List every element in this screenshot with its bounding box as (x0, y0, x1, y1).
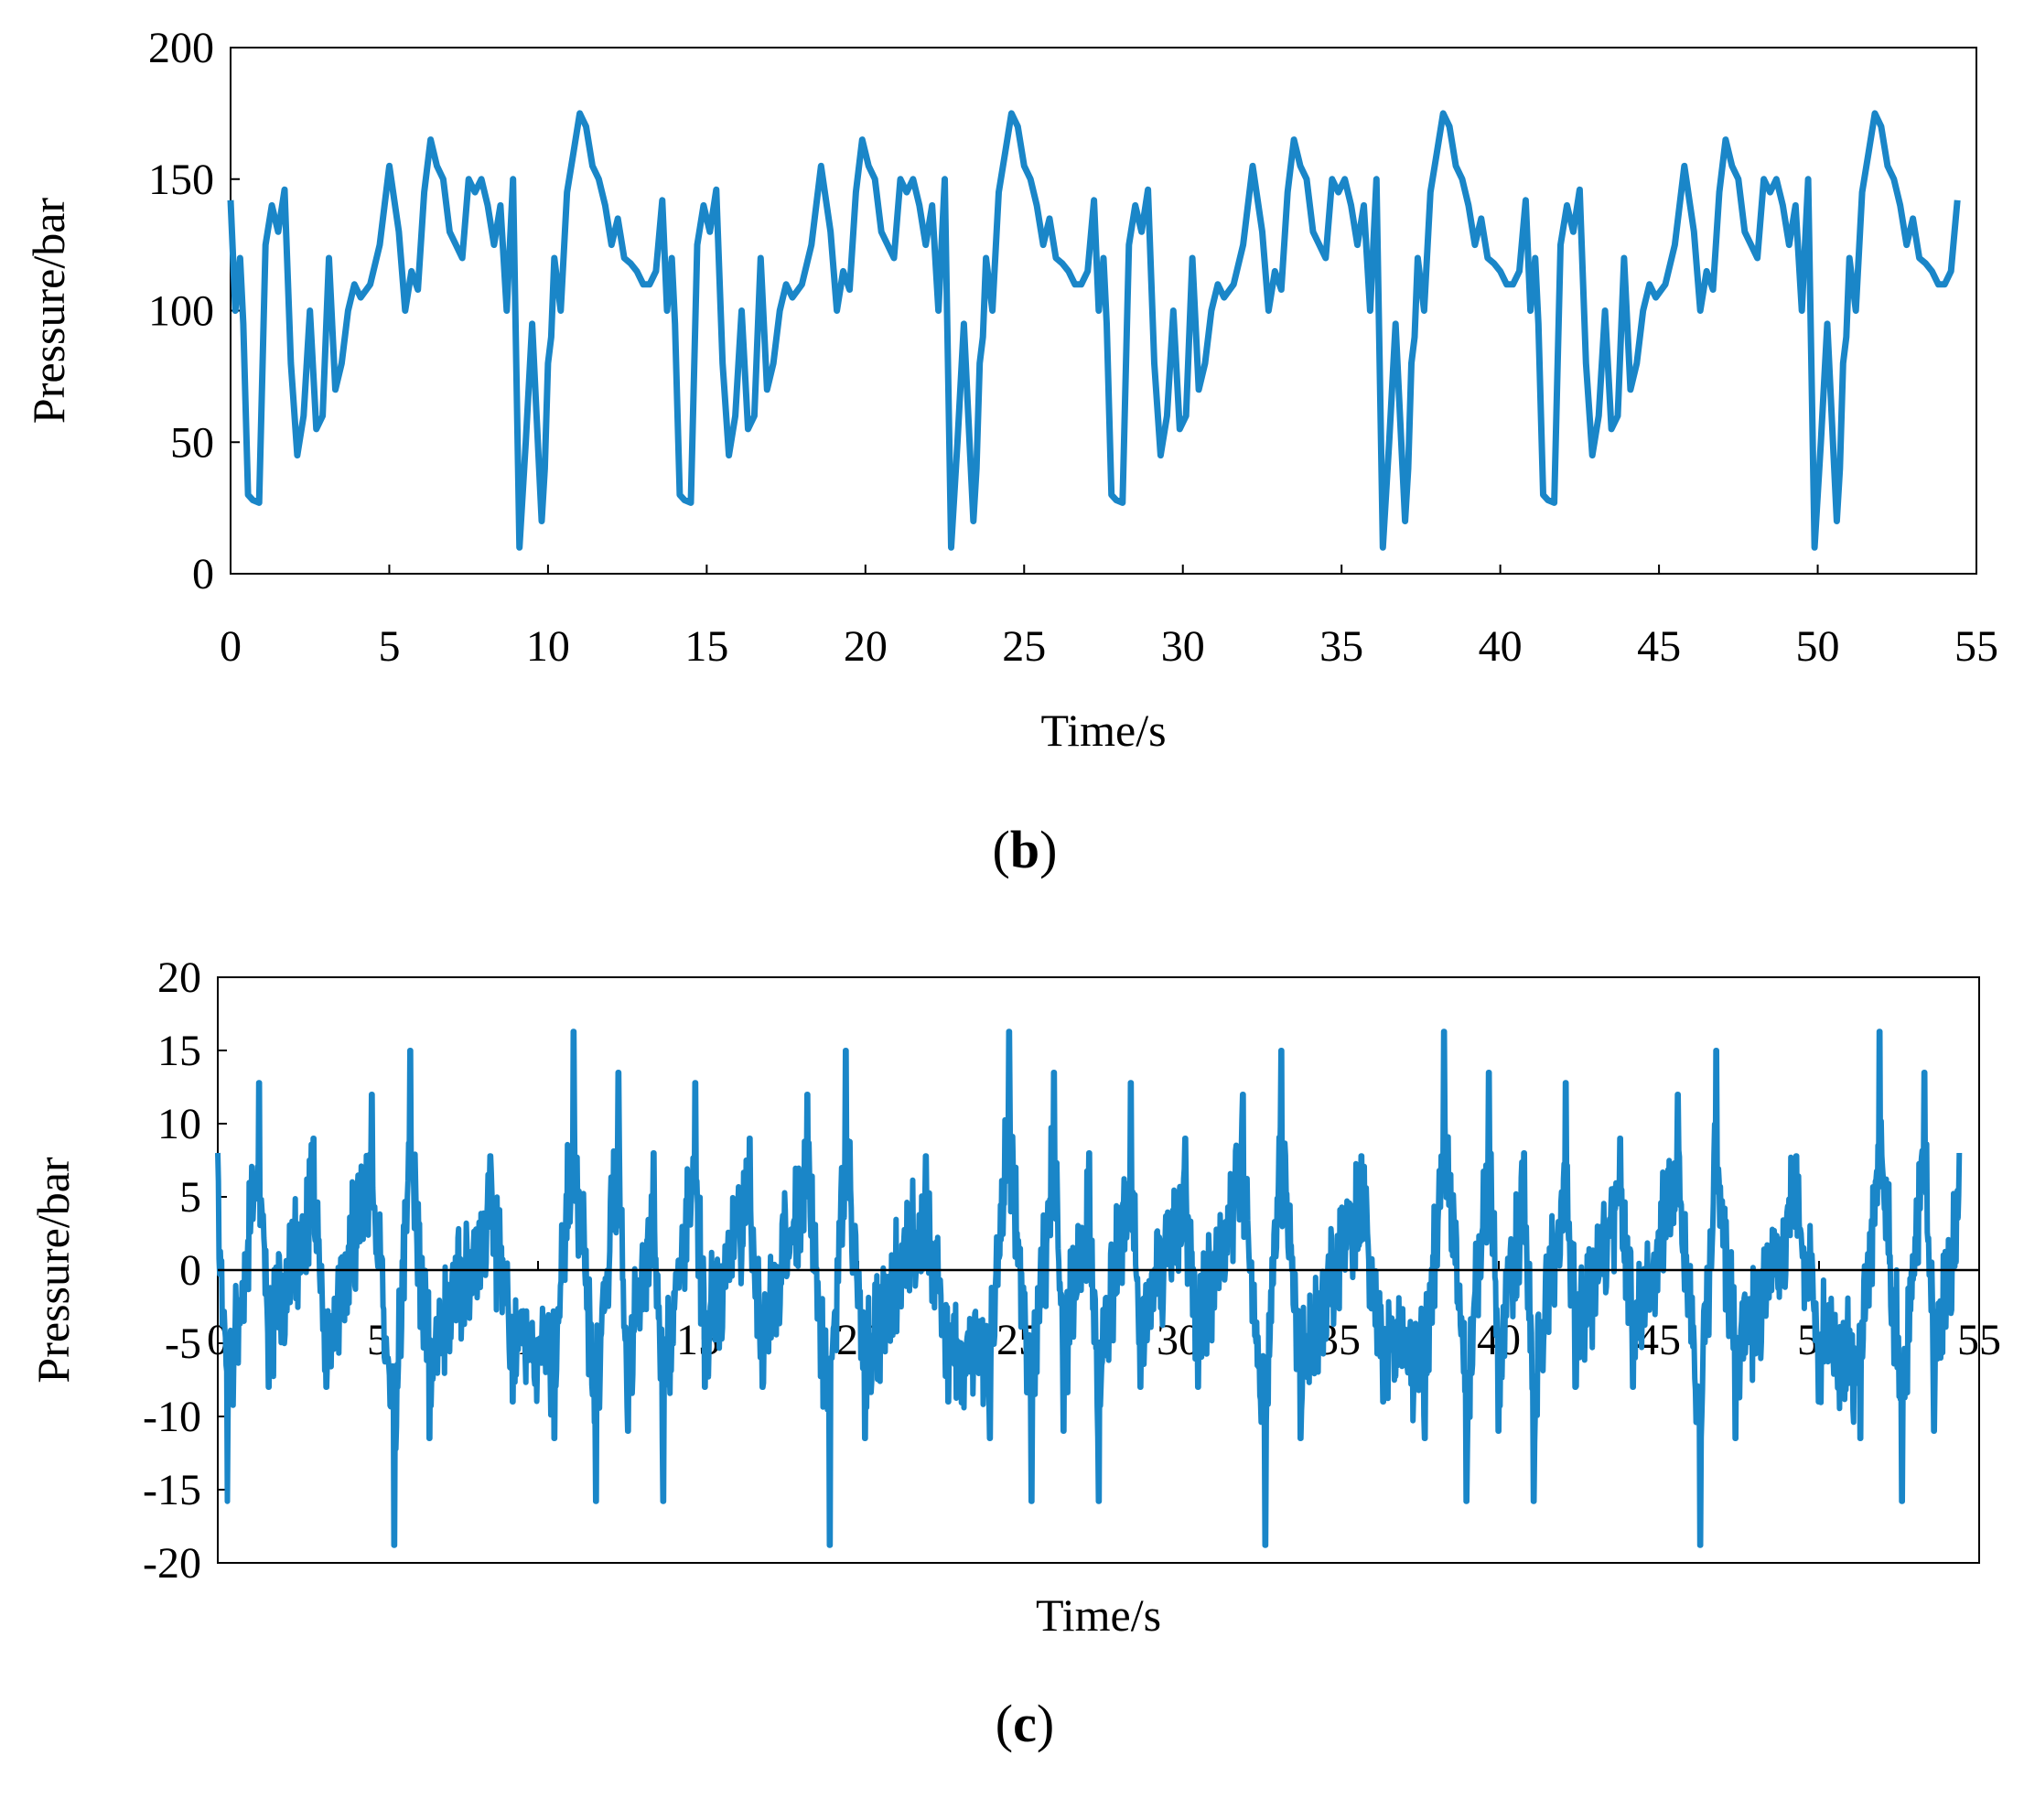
y-tick-label: 5 (179, 1173, 201, 1222)
caption-b: (b) (993, 820, 1058, 879)
x-tick-label: 25 (1002, 622, 1046, 671)
x-tick-label: 35 (1319, 622, 1363, 671)
series-line (227, 110, 1961, 551)
chart-panel-b: 0 5 10 15 20 25 30 35 40 45 50 55 0 50 100 150 200 Time/s… (23, 24, 1998, 756)
y-axis-title: Pressure/bar (23, 198, 74, 424)
x-tick-label: 5 (378, 622, 400, 671)
x-axis-title: Time/s (1036, 1589, 1161, 1641)
y-tick-label: 20 (157, 953, 201, 1002)
x-tick-label: 15 (684, 622, 728, 671)
series-line (215, 1028, 1963, 1548)
x-tick-label: 55 (1954, 622, 1998, 671)
x-tick-label: 0 (220, 622, 242, 671)
caption-c-letter: c (1013, 1694, 1037, 1753)
y-tick-label: 50 (170, 418, 214, 467)
y-tick-label: 100 (148, 287, 214, 336)
x-tick-label: 30 (1161, 622, 1205, 671)
x-tick-label: 10 (526, 622, 570, 671)
x-tick-label: 50 (1796, 622, 1840, 671)
chart-panel-c: 0 5 10 15 20 25 30 35 40 45 50 55-20-15-10-50510152… (27, 953, 2001, 1641)
x-tick-label: 45 (1637, 622, 1681, 671)
y-tick-label: 0 (192, 550, 214, 598)
x-tick-label: 40 (1479, 622, 1523, 671)
x-axis-title: Time/s (1040, 705, 1166, 756)
x-tick-label: 55 (1957, 1316, 2001, 1364)
y-axis-title: Pressure/bar (27, 1157, 79, 1383)
y-tick-label: 0 (179, 1246, 201, 1295)
y-tick-label: -10 (143, 1393, 201, 1441)
y-tick-label: -5 (165, 1319, 201, 1368)
y-tick-label: 10 (157, 1100, 201, 1148)
x-tick-label: 20 (844, 622, 888, 671)
caption-b-letter: b (1010, 820, 1039, 879)
y-tick-label: 15 (157, 1027, 201, 1075)
y-tick-label: -15 (143, 1466, 201, 1514)
caption-c: (c) (996, 1694, 1054, 1753)
y-tick-label: 150 (148, 156, 214, 204)
y-tick-label: 200 (148, 24, 214, 72)
y-tick-label: -20 (143, 1539, 201, 1588)
